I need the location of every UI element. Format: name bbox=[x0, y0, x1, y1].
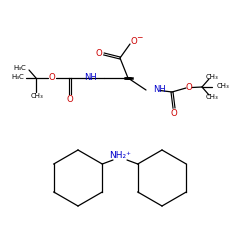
Text: −: − bbox=[136, 34, 142, 42]
Text: O: O bbox=[66, 94, 73, 104]
Text: NH: NH bbox=[84, 72, 97, 82]
Text: H₃C: H₃C bbox=[13, 65, 26, 71]
Text: O: O bbox=[130, 38, 138, 46]
Text: CH₃: CH₃ bbox=[206, 74, 218, 80]
Text: CH₃: CH₃ bbox=[217, 83, 230, 89]
Text: H₃C: H₃C bbox=[11, 74, 24, 80]
Text: CH₃: CH₃ bbox=[30, 93, 44, 99]
Text: O: O bbox=[186, 82, 192, 92]
Text: NH: NH bbox=[153, 86, 166, 94]
Text: O: O bbox=[170, 108, 177, 118]
Text: O: O bbox=[48, 72, 56, 82]
Text: NH₂⁺: NH₂⁺ bbox=[109, 152, 131, 160]
Text: CH₃: CH₃ bbox=[206, 94, 218, 100]
Text: O: O bbox=[96, 48, 102, 58]
